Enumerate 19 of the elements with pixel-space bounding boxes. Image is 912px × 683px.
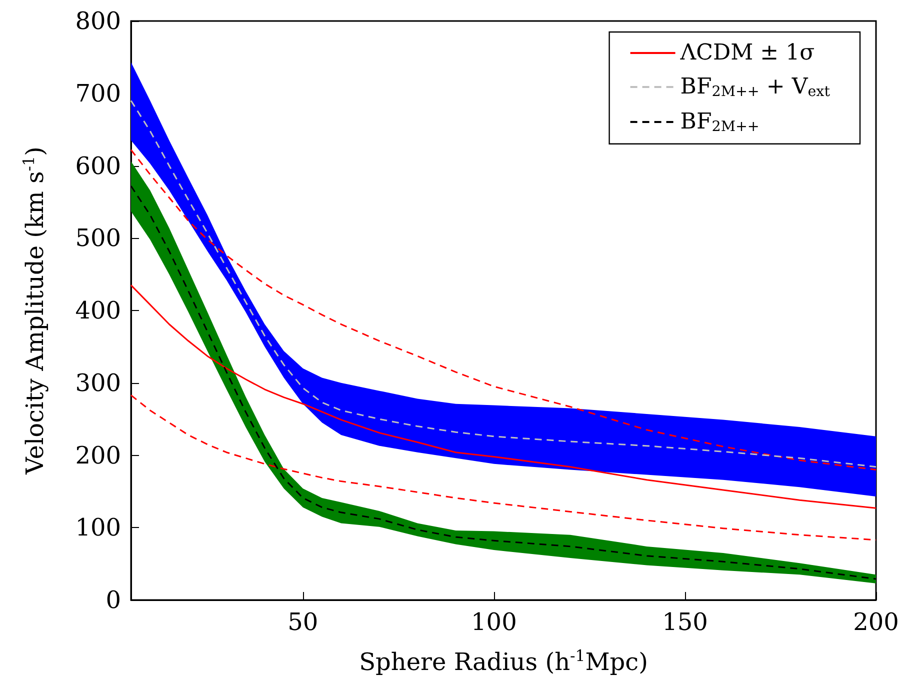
line-series [130,284,877,509]
y-tick-label: 0 [106,586,121,614]
y-tick-label: 400 [75,296,121,324]
x-tick-label: 50 [288,608,318,636]
y-tick-label: 800 [75,7,121,35]
legend-label: BF2M++ + Vext [680,74,830,100]
y-axis-title: Velocity Amplitude (km s-1) [20,146,49,476]
x-tick-label: 200 [853,608,899,636]
line-series [130,394,877,541]
y-tick-label: 100 [75,514,121,542]
legend-label: BF2M++ [680,109,760,135]
y-tick-label: 600 [75,152,121,180]
y-tick-label: 300 [75,368,121,397]
x-tick-label: 150 [662,608,708,636]
y-tick-label: 200 [75,441,121,470]
x-tick-label: 100 [471,608,517,636]
legend-label: ΛCDM ± 1σ [679,40,815,66]
y-tick-label: 700 [75,79,121,108]
y-tick-label: 500 [75,224,121,252]
